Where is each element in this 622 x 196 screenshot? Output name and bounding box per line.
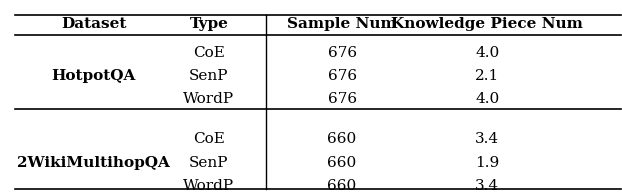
Text: 4.0: 4.0	[475, 92, 499, 106]
Text: Type: Type	[190, 17, 228, 31]
Text: WordP: WordP	[183, 92, 234, 106]
Text: 2WikiMultihopQA: 2WikiMultihopQA	[17, 156, 170, 170]
Text: 1.9: 1.9	[475, 156, 499, 170]
Text: 3.4: 3.4	[475, 132, 499, 146]
Text: CoE: CoE	[193, 132, 225, 146]
Text: CoE: CoE	[193, 45, 225, 60]
Text: 2.1: 2.1	[475, 69, 499, 83]
Text: 4.0: 4.0	[475, 45, 499, 60]
Text: 3.4: 3.4	[475, 179, 499, 193]
Text: 676: 676	[328, 45, 356, 60]
Text: 676: 676	[328, 92, 356, 106]
Text: Dataset: Dataset	[61, 17, 126, 31]
Text: SenP: SenP	[189, 69, 229, 83]
Text: 660: 660	[327, 179, 357, 193]
Text: 676: 676	[328, 69, 356, 83]
Text: 660: 660	[327, 132, 357, 146]
Text: Sample Num: Sample Num	[287, 17, 397, 31]
Text: HotpotQA: HotpotQA	[52, 69, 136, 83]
Text: SenP: SenP	[189, 156, 229, 170]
Text: Knowledge Piece Num: Knowledge Piece Num	[391, 17, 583, 31]
Text: WordP: WordP	[183, 179, 234, 193]
Text: 660: 660	[327, 156, 357, 170]
